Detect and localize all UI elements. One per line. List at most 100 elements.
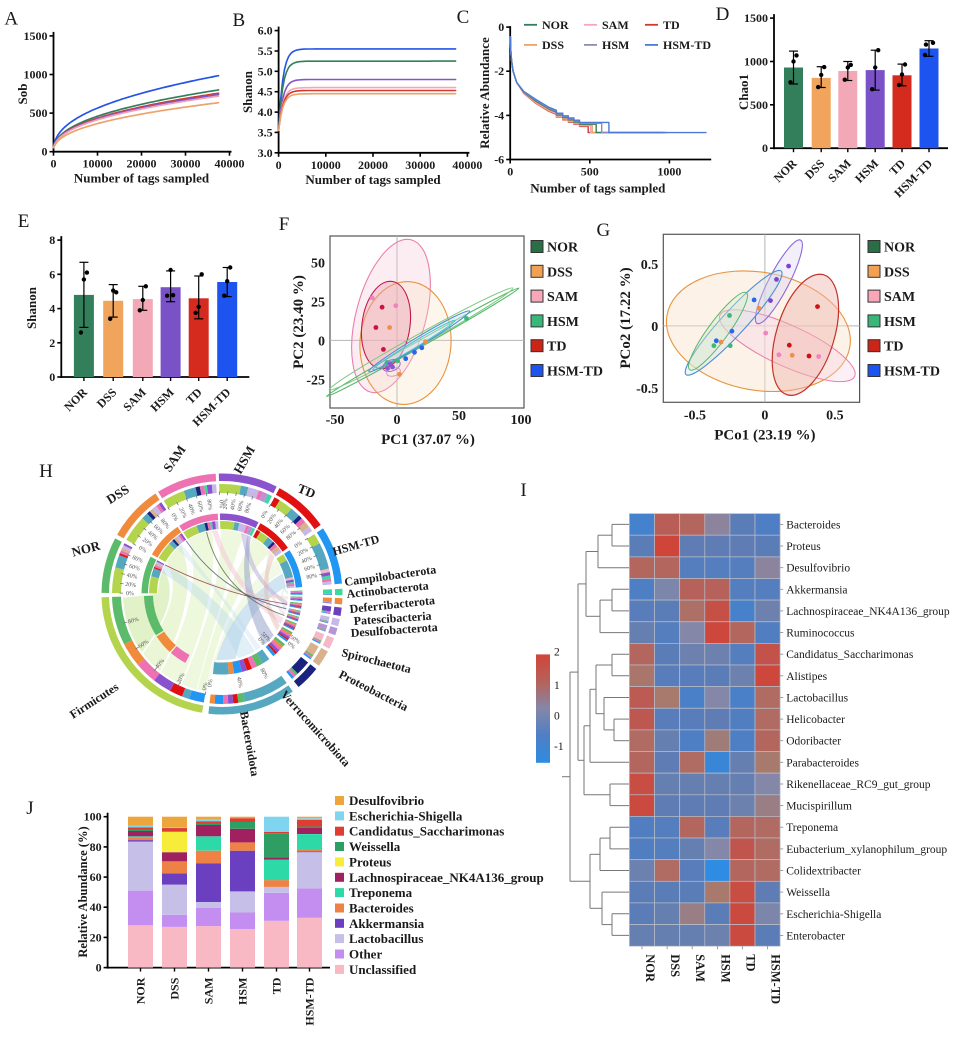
svg-text:0: 0 [51, 157, 57, 171]
svg-text:0.5: 0.5 [826, 408, 844, 423]
svg-text:PCo1 (23.19 %): PCo1 (23.19 %) [714, 427, 815, 443]
svg-text:500: 500 [581, 165, 599, 179]
svg-text:0: 0 [394, 413, 401, 428]
svg-text:Parabacteroides: Parabacteroides [786, 757, 859, 769]
svg-text:4.0: 4.0 [258, 105, 273, 119]
svg-text:Treponema: Treponema [786, 822, 838, 834]
svg-text:Enterobacter: Enterobacter [786, 930, 845, 942]
svg-text:3.0: 3.0 [258, 146, 273, 160]
svg-text:6.0: 6.0 [258, 24, 273, 38]
svg-text:80: 80 [90, 840, 102, 854]
svg-text:Bacteroides: Bacteroides [786, 519, 841, 531]
svg-text:PC2 (23.40 %): PC2 (23.40 %) [291, 275, 307, 369]
svg-text:40000: 40000 [215, 157, 245, 171]
svg-text:0: 0 [651, 320, 658, 335]
svg-text:20: 20 [90, 930, 102, 944]
svg-text:TD: TD [884, 340, 903, 355]
svg-text:0.5: 0.5 [641, 258, 659, 273]
svg-text:Candidatus_Saccharimonas: Candidatus_Saccharimonas [786, 649, 914, 661]
svg-text:HSM: HSM [602, 38, 629, 52]
svg-text:HSM-TD: HSM-TD [547, 365, 603, 380]
svg-text:Weissella: Weissella [786, 887, 830, 899]
svg-text:PCo2 (17.22 %): PCo2 (17.22 %) [618, 267, 634, 368]
svg-text:0: 0 [276, 158, 282, 172]
svg-text:DSS: DSS [168, 977, 182, 999]
svg-text:Desulfovibrio: Desulfovibrio [349, 793, 424, 808]
svg-text:Mucispirillum: Mucispirillum [786, 801, 852, 813]
svg-text:SAM: SAM [602, 18, 629, 32]
svg-text:-1: -1 [554, 741, 564, 753]
svg-text:Escherichia-Shigella: Escherichia-Shigella [349, 808, 463, 823]
svg-text:Akkermansia: Akkermansia [786, 584, 847, 596]
svg-text:-6: -6 [494, 153, 504, 167]
svg-text:100: 100 [84, 810, 102, 824]
svg-text:5.5: 5.5 [258, 44, 273, 58]
svg-text:NOR: NOR [547, 241, 579, 256]
svg-text:Desulfovibrio: Desulfovibrio [786, 563, 850, 575]
svg-text:Treponema: Treponema [349, 885, 413, 900]
svg-text:Odoribacter: Odoribacter [786, 736, 841, 748]
svg-text:20000: 20000 [358, 158, 388, 172]
svg-text:1000: 1000 [24, 68, 48, 82]
svg-text:Unclassified: Unclassified [349, 962, 417, 977]
svg-text:1500: 1500 [24, 29, 48, 43]
svg-text:I: I [520, 480, 526, 501]
svg-text:F: F [279, 214, 290, 235]
svg-text:25: 25 [311, 295, 325, 310]
svg-text:4: 4 [49, 302, 55, 316]
svg-text:30000: 30000 [405, 158, 435, 172]
svg-text:SAM: SAM [884, 290, 915, 305]
svg-text:C: C [457, 7, 470, 28]
svg-text:1: 1 [554, 680, 560, 692]
svg-text:Bacteroides: Bacteroides [349, 901, 414, 916]
svg-text:50: 50 [311, 256, 325, 271]
svg-text:0%: 0% [208, 679, 215, 688]
svg-text:Lachnospiraceae_NK4A136_group: Lachnospiraceae_NK4A136_group [786, 606, 950, 618]
svg-text:Colidextribacter: Colidextribacter [786, 866, 861, 878]
svg-text:2: 2 [554, 647, 560, 659]
svg-text:60: 60 [90, 870, 102, 884]
svg-text:-25: -25 [306, 373, 325, 388]
svg-text:50: 50 [452, 409, 466, 424]
svg-text:40000: 40000 [452, 158, 482, 172]
svg-text:Shanon: Shanon [24, 286, 39, 329]
svg-text:Proteus: Proteus [349, 854, 391, 869]
svg-text:TD: TD [547, 340, 566, 355]
svg-text:TD: TD [270, 977, 284, 994]
svg-text:-0.5: -0.5 [636, 382, 658, 397]
svg-text:HSM: HSM [547, 315, 579, 330]
svg-text:Lachnospiraceae_NK4A136_group: Lachnospiraceae_NK4A136_group [349, 870, 544, 885]
svg-text:NOR: NOR [134, 977, 148, 1004]
svg-text:HSM: HSM [718, 954, 732, 983]
svg-text:Chao1: Chao1 [736, 74, 751, 110]
svg-text:SAM: SAM [547, 290, 578, 305]
svg-text:E: E [18, 211, 30, 232]
svg-text:Number of tags sampled: Number of tags sampled [74, 171, 210, 186]
svg-text:HSM-TD: HSM-TD [769, 954, 783, 1004]
svg-text:NOR: NOR [884, 241, 916, 256]
svg-text:NOR: NOR [643, 954, 657, 983]
svg-text:Lactobacillus: Lactobacillus [349, 931, 423, 946]
svg-text:0: 0 [498, 20, 504, 34]
svg-text:10000: 10000 [83, 157, 113, 171]
svg-text:HSM: HSM [236, 978, 250, 1005]
svg-text:20000: 20000 [127, 157, 157, 171]
svg-text:Escherichia-Shigella: Escherichia-Shigella [786, 909, 881, 921]
svg-text:500: 500 [30, 106, 48, 120]
svg-text:PC1 (37.07 %): PC1 (37.07 %) [381, 432, 475, 448]
svg-text:4.5: 4.5 [258, 85, 273, 99]
svg-text:G: G [597, 220, 611, 241]
svg-text:Alistipes: Alistipes [786, 671, 827, 683]
svg-text:Number of tags sampled: Number of tags sampled [305, 172, 441, 187]
svg-text:0: 0 [42, 145, 48, 159]
svg-text:Other: Other [349, 947, 382, 962]
svg-text:TD: TD [663, 18, 680, 32]
svg-text:10000: 10000 [311, 158, 341, 172]
svg-text:8: 8 [49, 233, 55, 247]
svg-text:5.0: 5.0 [258, 64, 273, 78]
svg-text:B: B [232, 10, 245, 31]
svg-text:0: 0 [507, 165, 513, 179]
svg-text:Number of tags sampled: Number of tags sampled [530, 181, 666, 196]
svg-text:Rikenellaceae_RC9_gut_group: Rikenellaceae_RC9_gut_group [786, 779, 931, 791]
svg-text:Akkermansia: Akkermansia [349, 916, 425, 931]
